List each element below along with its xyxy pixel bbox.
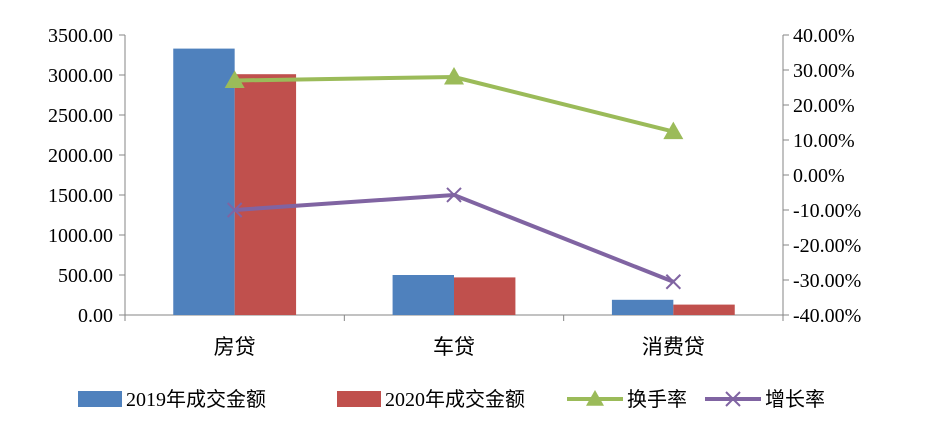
right-tick-label: 40.00% [793, 25, 855, 47]
right-tick-label: -40.00% [793, 305, 861, 327]
bar-2020 [673, 304, 735, 315]
x-marker [665, 274, 682, 290]
legend-label: 增长率 [765, 388, 825, 411]
x-tick-label: 车贷 [433, 335, 475, 359]
x-tick-label: 消费贷 [642, 335, 705, 359]
right-tick-label: -30.00% [793, 270, 861, 292]
legend-triangle-marker [586, 390, 604, 406]
left-tick-label: 1500.00 [48, 185, 113, 207]
right-y-axis: -40.00% -30.00% -20.00% -10.00% 0.00% 10.00% 2… [782, 25, 861, 327]
legend-x-marker [725, 391, 741, 407]
legend-label: 2019年成交金额 [126, 388, 266, 411]
right-tick-label: 0.00% [793, 165, 845, 187]
triangle-marker [224, 70, 245, 88]
bar-2019 [173, 48, 235, 315]
right-tick-label: -20.00% [793, 235, 861, 257]
bar-2019 [392, 275, 454, 315]
legend-label: 换手率 [627, 388, 687, 411]
left-tick-label: 3000.00 [48, 65, 113, 87]
bar-2020 [234, 74, 297, 315]
legend-swatch-bar [337, 391, 381, 407]
right-tick-label: 10.00% [793, 130, 855, 152]
bar-series-group [173, 48, 735, 315]
right-tick-label: -10.00% [793, 200, 861, 222]
bar-2020 [454, 277, 516, 315]
left-y-axis: 0.00 500.00 1000.00 1500.00 2000.00 2500.00 30… [48, 25, 126, 327]
x-marker [446, 187, 462, 203]
left-tick-label: 1000.00 [48, 225, 113, 247]
line-growth [234, 192, 675, 284]
legend-label: 2020年成交金额 [385, 388, 525, 411]
legend-swatch-bar [78, 391, 122, 407]
legend: 2019年成交金额 2020年成交金额 换手率 增长率 [78, 388, 825, 411]
bar-2019 [611, 299, 674, 315]
left-tick-label: 2500.00 [48, 105, 113, 127]
right-tick-label: 30.00% [793, 60, 855, 82]
right-tick-label: 20.00% [793, 95, 855, 117]
left-tick-label: 500.00 [58, 265, 113, 287]
left-tick-label: 2000.00 [48, 145, 113, 167]
x-axis: 房贷 车贷 消费贷 [124, 314, 784, 359]
x-marker [226, 202, 243, 218]
triangle-marker [444, 67, 464, 85]
line-turnover [234, 75, 674, 134]
x-tick-label: 房贷 [214, 335, 256, 359]
line-series-group [224, 67, 684, 290]
triangle-marker [663, 121, 684, 140]
left-tick-label: 0.00 [78, 305, 113, 327]
left-tick-label: 3500.00 [48, 25, 113, 47]
